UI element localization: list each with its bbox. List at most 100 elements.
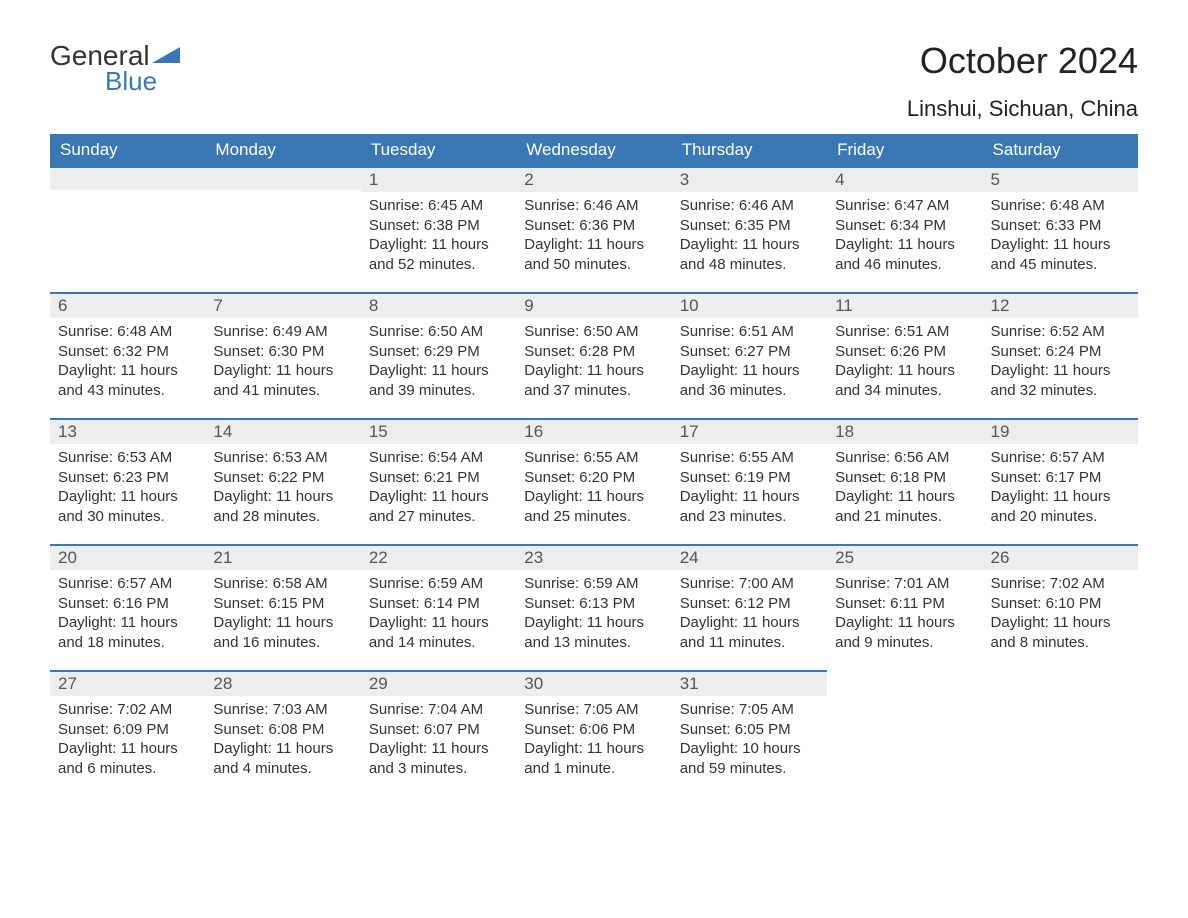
sunrise-line: Sunrise: 6:46 AM [524, 196, 663, 216]
daylight-line: Daylight: 11 hours and 20 minutes. [991, 487, 1130, 526]
day-number: 28 [205, 670, 360, 696]
day-body: Sunrise: 7:05 AMSunset: 6:06 PMDaylight:… [516, 696, 671, 786]
calendar-cell [827, 670, 982, 796]
day-number: 6 [50, 292, 205, 318]
day-number: 23 [516, 544, 671, 570]
sunrise-line: Sunrise: 6:50 AM [369, 322, 508, 342]
calendar-row: 20Sunrise: 6:57 AMSunset: 6:16 PMDayligh… [50, 544, 1138, 670]
calendar-cell: 7Sunrise: 6:49 AMSunset: 6:30 PMDaylight… [205, 292, 360, 418]
calendar-cell: 12Sunrise: 6:52 AMSunset: 6:24 PMDayligh… [983, 292, 1138, 418]
calendar-row: 6Sunrise: 6:48 AMSunset: 6:32 PMDaylight… [50, 292, 1138, 418]
sunset-line: Sunset: 6:18 PM [835, 468, 974, 488]
sunrise-line: Sunrise: 7:00 AM [680, 574, 819, 594]
sunset-line: Sunset: 6:05 PM [680, 720, 819, 740]
sunset-line: Sunset: 6:36 PM [524, 216, 663, 236]
daylight-line: Daylight: 11 hours and 13 minutes. [524, 613, 663, 652]
location: Linshui, Sichuan, China [907, 96, 1138, 122]
calendar-cell: 22Sunrise: 6:59 AMSunset: 6:14 PMDayligh… [361, 544, 516, 670]
day-body: Sunrise: 7:05 AMSunset: 6:05 PMDaylight:… [672, 696, 827, 786]
day-number: 17 [672, 418, 827, 444]
sunset-line: Sunset: 6:13 PM [524, 594, 663, 614]
calendar-row: 27Sunrise: 7:02 AMSunset: 6:09 PMDayligh… [50, 670, 1138, 796]
day-body: Sunrise: 6:46 AMSunset: 6:36 PMDaylight:… [516, 192, 671, 282]
sunrise-line: Sunrise: 6:47 AM [835, 196, 974, 216]
calendar-cell: 11Sunrise: 6:51 AMSunset: 6:26 PMDayligh… [827, 292, 982, 418]
daylight-line: Daylight: 11 hours and 30 minutes. [58, 487, 197, 526]
day-body: Sunrise: 6:48 AMSunset: 6:32 PMDaylight:… [50, 318, 205, 408]
sunrise-line: Sunrise: 6:48 AM [991, 196, 1130, 216]
calendar-cell: 18Sunrise: 6:56 AMSunset: 6:18 PMDayligh… [827, 418, 982, 544]
day-number: 5 [983, 166, 1138, 192]
sunset-line: Sunset: 6:10 PM [991, 594, 1130, 614]
day-body: Sunrise: 6:54 AMSunset: 6:21 PMDaylight:… [361, 444, 516, 534]
day-body: Sunrise: 6:51 AMSunset: 6:27 PMDaylight:… [672, 318, 827, 408]
sunset-line: Sunset: 6:24 PM [991, 342, 1130, 362]
logo-text-blue: Blue [105, 66, 157, 97]
sunset-line: Sunset: 6:20 PM [524, 468, 663, 488]
calendar-cell: 30Sunrise: 7:05 AMSunset: 6:06 PMDayligh… [516, 670, 671, 796]
daylight-line: Daylight: 11 hours and 36 minutes. [680, 361, 819, 400]
calendar-cell: 4Sunrise: 6:47 AMSunset: 6:34 PMDaylight… [827, 166, 982, 292]
weekday-header: Sunday [50, 134, 205, 166]
daylight-line: Daylight: 11 hours and 37 minutes. [524, 361, 663, 400]
sunrise-line: Sunrise: 6:59 AM [369, 574, 508, 594]
daylight-line: Daylight: 11 hours and 39 minutes. [369, 361, 508, 400]
calendar-cell: 9Sunrise: 6:50 AMSunset: 6:28 PMDaylight… [516, 292, 671, 418]
day-number: 18 [827, 418, 982, 444]
daylight-line: Daylight: 11 hours and 28 minutes. [213, 487, 352, 526]
empty-day-header [205, 166, 360, 190]
logo: General Blue [50, 40, 180, 97]
day-body: Sunrise: 6:46 AMSunset: 6:35 PMDaylight:… [672, 192, 827, 282]
header: General Blue October 2024 Linshui, Sichu… [50, 40, 1138, 122]
day-body: Sunrise: 6:50 AMSunset: 6:28 PMDaylight:… [516, 318, 671, 408]
calendar-head: SundayMondayTuesdayWednesdayThursdayFrid… [50, 134, 1138, 166]
day-number: 21 [205, 544, 360, 570]
day-body: Sunrise: 6:52 AMSunset: 6:24 PMDaylight:… [983, 318, 1138, 408]
sunrise-line: Sunrise: 7:05 AM [524, 700, 663, 720]
calendar-cell: 2Sunrise: 6:46 AMSunset: 6:36 PMDaylight… [516, 166, 671, 292]
day-body: Sunrise: 6:59 AMSunset: 6:13 PMDaylight:… [516, 570, 671, 660]
sunset-line: Sunset: 6:08 PM [213, 720, 352, 740]
calendar-cell: 28Sunrise: 7:03 AMSunset: 6:08 PMDayligh… [205, 670, 360, 796]
daylight-line: Daylight: 11 hours and 41 minutes. [213, 361, 352, 400]
day-number: 24 [672, 544, 827, 570]
calendar-cell: 20Sunrise: 6:57 AMSunset: 6:16 PMDayligh… [50, 544, 205, 670]
calendar-cell: 26Sunrise: 7:02 AMSunset: 6:10 PMDayligh… [983, 544, 1138, 670]
sunset-line: Sunset: 6:27 PM [680, 342, 819, 362]
sunset-line: Sunset: 6:30 PM [213, 342, 352, 362]
sunrise-line: Sunrise: 6:46 AM [680, 196, 819, 216]
calendar-cell [205, 166, 360, 292]
daylight-line: Daylight: 11 hours and 21 minutes. [835, 487, 974, 526]
day-number: 16 [516, 418, 671, 444]
sunset-line: Sunset: 6:17 PM [991, 468, 1130, 488]
day-number: 29 [361, 670, 516, 696]
day-body: Sunrise: 6:50 AMSunset: 6:29 PMDaylight:… [361, 318, 516, 408]
calendar-cell [983, 670, 1138, 796]
daylight-line: Daylight: 11 hours and 52 minutes. [369, 235, 508, 274]
calendar-cell: 17Sunrise: 6:55 AMSunset: 6:19 PMDayligh… [672, 418, 827, 544]
daylight-line: Daylight: 11 hours and 50 minutes. [524, 235, 663, 274]
sunrise-line: Sunrise: 6:52 AM [991, 322, 1130, 342]
calendar-cell: 8Sunrise: 6:50 AMSunset: 6:29 PMDaylight… [361, 292, 516, 418]
daylight-line: Daylight: 11 hours and 8 minutes. [991, 613, 1130, 652]
day-number: 9 [516, 292, 671, 318]
sunrise-line: Sunrise: 6:59 AM [524, 574, 663, 594]
day-number: 27 [50, 670, 205, 696]
calendar-cell: 15Sunrise: 6:54 AMSunset: 6:21 PMDayligh… [361, 418, 516, 544]
day-number: 2 [516, 166, 671, 192]
day-body: Sunrise: 6:49 AMSunset: 6:30 PMDaylight:… [205, 318, 360, 408]
calendar-cell: 25Sunrise: 7:01 AMSunset: 6:11 PMDayligh… [827, 544, 982, 670]
daylight-line: Daylight: 11 hours and 48 minutes. [680, 235, 819, 274]
sunrise-line: Sunrise: 6:51 AM [680, 322, 819, 342]
sunrise-line: Sunrise: 6:55 AM [680, 448, 819, 468]
weekday-header: Saturday [983, 134, 1138, 166]
daylight-line: Daylight: 11 hours and 46 minutes. [835, 235, 974, 274]
day-body: Sunrise: 6:58 AMSunset: 6:15 PMDaylight:… [205, 570, 360, 660]
day-body: Sunrise: 6:51 AMSunset: 6:26 PMDaylight:… [827, 318, 982, 408]
daylight-line: Daylight: 11 hours and 4 minutes. [213, 739, 352, 778]
calendar-cell: 19Sunrise: 6:57 AMSunset: 6:17 PMDayligh… [983, 418, 1138, 544]
sunset-line: Sunset: 6:14 PM [369, 594, 508, 614]
sunrise-line: Sunrise: 7:02 AM [58, 700, 197, 720]
sunset-line: Sunset: 6:12 PM [680, 594, 819, 614]
day-number: 20 [50, 544, 205, 570]
